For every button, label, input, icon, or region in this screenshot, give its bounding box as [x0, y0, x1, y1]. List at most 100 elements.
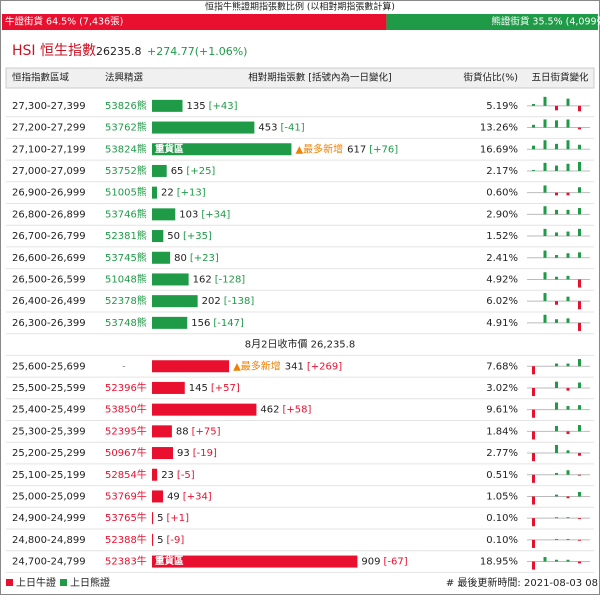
index-change: +274.77(+1.06%): [147, 45, 247, 58]
spark-bar: [578, 405, 581, 410]
spark-bar: [555, 255, 558, 258]
count-bar: [152, 121, 255, 134]
change: [+43]: [209, 101, 238, 112]
spark-bar: [566, 363, 570, 367]
code: 51005熊: [105, 186, 147, 199]
count: 80: [174, 253, 187, 264]
change: [+25]: [186, 166, 215, 177]
code: 52854牛: [105, 468, 147, 481]
zone: 26,500-26,599: [12, 274, 86, 285]
spark-bar: [578, 382, 581, 388]
spark-bar: [578, 144, 581, 150]
spark-bar: [555, 301, 558, 305]
bull-label: 牛證街貨 64.5% (7,436張): [5, 16, 123, 28]
spark-bar: [566, 387, 570, 391]
index-name: HSI 恒生指數: [12, 43, 96, 59]
count: 5: [157, 535, 163, 546]
spark-bar: [555, 276, 558, 280]
note: ▲最多新增: [295, 142, 343, 155]
spark-bar: [543, 119, 547, 128]
share: 3.02%: [486, 383, 518, 394]
share: 0.10%: [486, 535, 518, 546]
share: 2.17%: [486, 166, 518, 177]
spark-bar: [555, 232, 558, 237]
legend-swatch: [6, 579, 13, 586]
code: 51048熊: [105, 272, 147, 285]
code: 52396牛: [105, 381, 147, 394]
change: [-41]: [280, 123, 304, 134]
column-header: 法興精選: [105, 72, 144, 84]
zone: 25,600-25,699: [12, 361, 86, 372]
spark-bar: [578, 322, 581, 331]
spark-bar: [532, 453, 535, 462]
spark-bar: [566, 559, 570, 562]
code: 53745熊: [105, 251, 147, 264]
share: 0.10%: [486, 513, 518, 524]
spark-bar: [555, 120, 558, 128]
count: 103: [179, 209, 198, 220]
spark-bar: [566, 470, 570, 475]
spark-bar: [578, 127, 581, 130]
bull-ratio: [2, 14, 387, 30]
share: 2.90%: [486, 209, 518, 220]
spark-bar: [532, 496, 535, 505]
share: 5.19%: [486, 101, 518, 112]
spark-bar: [566, 517, 570, 519]
zone: 24,800-24,899: [12, 535, 86, 546]
zone: 27,300-27,399: [12, 101, 86, 112]
spark-bar: [566, 275, 570, 280]
spark-bar: [578, 359, 581, 367]
count: 162: [193, 274, 212, 285]
change: [+23]: [190, 253, 219, 264]
spark-bar: [578, 208, 581, 215]
count-bar: [152, 251, 171, 264]
share: 2.77%: [486, 448, 518, 459]
count: 156: [191, 318, 210, 329]
spark-bar: [566, 119, 570, 128]
spark-bar: [566, 538, 570, 540]
spark-bar: [532, 539, 535, 548]
heavy-tag: 重貨區: [155, 555, 184, 567]
spark-bar: [555, 402, 558, 410]
change: [-138]: [224, 296, 255, 307]
share: 1.52%: [486, 231, 518, 242]
zone: 26,900-26,999: [12, 188, 86, 199]
column-header: 五日街貨變化: [531, 72, 589, 84]
spark-bar: [532, 409, 535, 418]
code: 53826熊: [105, 99, 147, 112]
change: [-128]: [215, 274, 246, 285]
zone: 25,500-25,599: [12, 383, 86, 394]
zone: 26,400-26,499: [12, 296, 86, 307]
change: [-9]: [167, 535, 185, 546]
code: 53765牛: [105, 511, 147, 524]
change: [+57]: [211, 383, 240, 394]
spark-bar: [578, 491, 581, 497]
spark-bar: [578, 105, 581, 112]
count: 23: [161, 470, 174, 481]
spark-bar: [532, 170, 535, 171]
change: [+76]: [369, 144, 398, 155]
zone: 26,700-26,799: [12, 231, 86, 242]
spark-bar: [578, 279, 581, 288]
updated: # 最後更新時間: 2021-08-03 08: [446, 576, 598, 589]
code: 52383牛: [105, 555, 147, 568]
spark-bar: [566, 209, 570, 215]
spark-bar: [555, 494, 558, 497]
count-bar: [152, 208, 176, 221]
share: 4.92%: [486, 274, 518, 285]
spark-bar: [555, 559, 558, 562]
share: 1.05%: [486, 491, 518, 502]
zone: 24,700-24,799: [12, 557, 86, 568]
count: 88: [176, 426, 189, 437]
spark-bar: [555, 444, 558, 454]
share: 13.26%: [480, 123, 518, 134]
code: 53752熊: [105, 164, 147, 177]
count-bar: [152, 316, 188, 329]
spark-bar: [578, 187, 581, 193]
code: 50967牛: [105, 446, 147, 459]
spark-bar: [532, 561, 535, 570]
zone: 25,000-25,099: [12, 491, 86, 502]
code: 53746熊: [105, 207, 147, 220]
count-bar: [152, 533, 154, 546]
